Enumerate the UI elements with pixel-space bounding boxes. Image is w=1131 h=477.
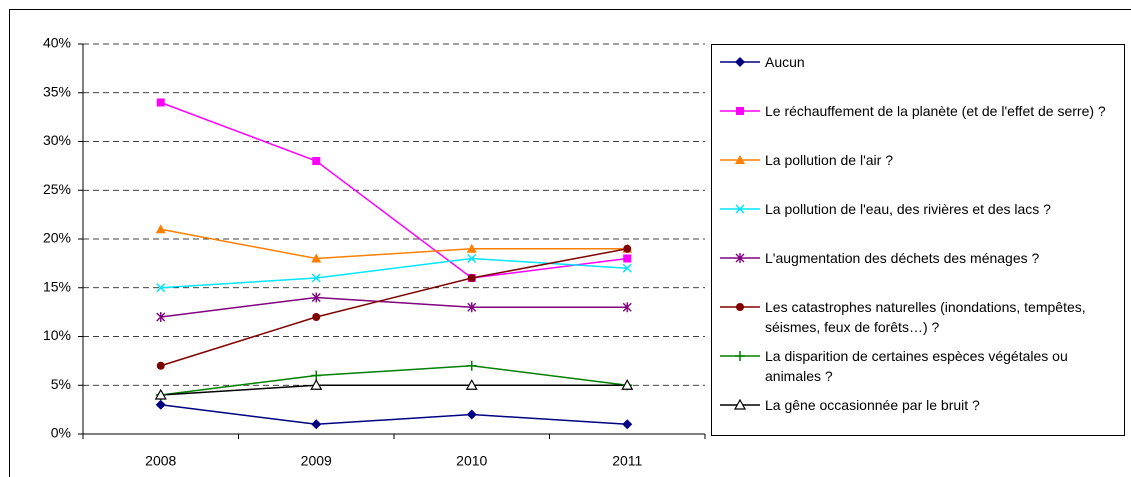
legend-swatch <box>720 155 760 164</box>
marker <box>622 302 632 313</box>
legend-entry: La gêne occasionnée par le bruit ? <box>718 395 1118 415</box>
marker <box>623 244 632 253</box>
legend-swatch <box>720 57 760 67</box>
legend-label: La pollution de l'air ? <box>765 152 893 168</box>
marker <box>735 351 745 361</box>
y-tick-label: 10% <box>43 327 71 343</box>
legend-entry: L'augmentation des déchets des ménages ? <box>718 248 1118 268</box>
series-line <box>160 296 628 318</box>
legend-entry: La pollution de l'air ? <box>718 150 1118 170</box>
legend-entry: La disparition de certaines espèces végé… <box>718 346 1118 386</box>
marker <box>155 224 166 234</box>
series-line <box>160 228 628 260</box>
marker <box>311 292 321 303</box>
marker <box>312 313 321 321</box>
marker <box>623 254 632 263</box>
marker <box>622 263 632 273</box>
x-tick-label: 2009 <box>301 453 332 469</box>
marker <box>621 379 634 390</box>
series-line <box>160 257 628 289</box>
legend: Aucun Le réchauffement de la planète (et … <box>711 44 1125 436</box>
x-tick-label: 2008 <box>145 453 176 469</box>
legend-label: La pollution de l'eau, des rivières et d… <box>765 201 1051 217</box>
marker <box>311 253 322 263</box>
chart-frame <box>9 9 1131 477</box>
y-tick-label: 0% <box>51 425 71 441</box>
legend-label: La gêne occasionnée par le bruit ? <box>765 397 980 413</box>
marker <box>467 302 477 313</box>
marker <box>311 419 322 430</box>
marker <box>154 388 167 400</box>
marker <box>467 274 476 282</box>
marker <box>735 57 745 67</box>
marker <box>310 379 323 390</box>
y-tick-label: 20% <box>43 230 71 246</box>
marker <box>467 253 477 264</box>
marker <box>311 273 321 283</box>
marker <box>466 243 477 253</box>
legend-label: Le réchauffement de la planète (et de l'… <box>765 103 1106 119</box>
series-line <box>160 404 628 426</box>
y-tick-label: 15% <box>43 278 71 294</box>
marker <box>736 107 744 115</box>
series-line <box>160 101 628 279</box>
y-tick-label: 30% <box>43 132 71 148</box>
series-line <box>160 384 628 396</box>
marker <box>466 360 477 371</box>
legend-entry: Les catastrophes naturelles (inondations… <box>718 297 1118 337</box>
marker <box>735 155 745 164</box>
marker <box>622 419 633 430</box>
marker <box>465 379 478 390</box>
marker <box>736 303 744 311</box>
marker <box>466 409 477 420</box>
y-tick-label: 35% <box>43 83 71 99</box>
marker <box>156 312 166 322</box>
x-tick-label: 2010 <box>456 453 487 469</box>
marker <box>735 253 745 263</box>
marker <box>311 370 322 381</box>
legend-swatch <box>720 253 760 263</box>
legend-swatch <box>720 351 760 361</box>
legend-label: L'augmentation des déchets des ménages ? <box>765 250 1040 266</box>
y-tick-label: 5% <box>51 376 71 392</box>
marker <box>312 157 321 165</box>
legend-entry: Aucun <box>718 52 1118 72</box>
x-tick-label: 2011 <box>612 453 642 469</box>
series-line <box>160 364 628 396</box>
marker <box>733 398 747 410</box>
series-line <box>160 248 628 367</box>
legend-entry: La pollution de l'eau, des rivières et d… <box>718 199 1118 219</box>
marker <box>156 283 166 293</box>
legend-swatch <box>720 107 760 115</box>
legend-swatch <box>720 303 760 311</box>
marker <box>156 361 165 370</box>
marker <box>155 399 166 410</box>
legend-swatch <box>720 204 760 214</box>
legend-swatch <box>720 398 760 410</box>
legend-entry: Le réchauffement de la planète (et de l'… <box>718 101 1118 121</box>
legend-label: La disparition de certaines espèces végé… <box>765 348 1068 384</box>
y-tick-label: 40% <box>43 35 71 51</box>
legend-label: Aucun <box>765 54 805 70</box>
y-tick-label: 25% <box>43 181 71 197</box>
legend-label: Les catastrophes naturelles (inondations… <box>765 299 1086 335</box>
marker <box>156 98 165 107</box>
marker <box>735 204 745 214</box>
